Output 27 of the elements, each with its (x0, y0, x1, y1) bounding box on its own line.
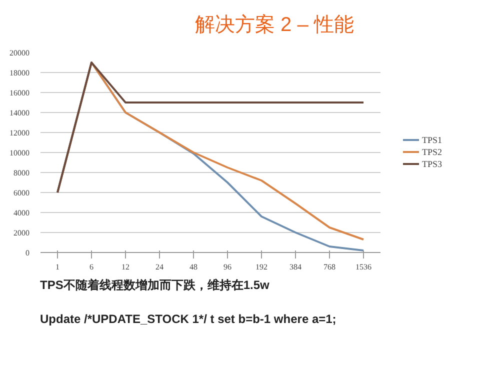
y-tick-label: 2000 (14, 228, 30, 238)
legend-label: TPS3 (422, 158, 442, 170)
legend-label: TPS1 (422, 134, 442, 146)
y-tick-label: 18000 (10, 68, 30, 78)
x-tick-label: 1 (56, 262, 60, 272)
y-tick-label: 20000 (10, 48, 30, 58)
y-tick-label: 0 (26, 248, 30, 258)
x-tick-label: 1536 (356, 262, 372, 272)
y-tick-label: 8000 (14, 168, 30, 178)
text: Update /*UPDATE_STOCK 1*/ t set b=b-1 where a=1; (40, 311, 336, 328)
x-tick-label: 24 (156, 262, 164, 272)
x-tick-label: 48 (190, 262, 198, 272)
chart-title: 解决方案 2 – 性能 (195, 13, 354, 38)
y-tick-label: 10000 (10, 148, 30, 158)
y-tick-label: 6000 (14, 188, 30, 198)
x-tick-label: 6 (90, 262, 94, 272)
y-tick-label: 14000 (10, 108, 30, 118)
y-tick-label: 4000 (14, 208, 30, 218)
x-tick-label: 768 (324, 262, 336, 272)
y-tick-label: 12000 (10, 128, 30, 138)
y-tick-label: 16000 (10, 88, 30, 98)
x-tick-label: 96 (224, 262, 232, 272)
x-tick-label: 384 (290, 262, 302, 272)
x-tick-label: 192 (256, 262, 268, 272)
text: TPS不随着线程数增加而下跌，维持在1.5w (40, 277, 270, 294)
x-tick-label: 12 (122, 262, 130, 272)
legend-label: TPS2 (422, 146, 442, 158)
